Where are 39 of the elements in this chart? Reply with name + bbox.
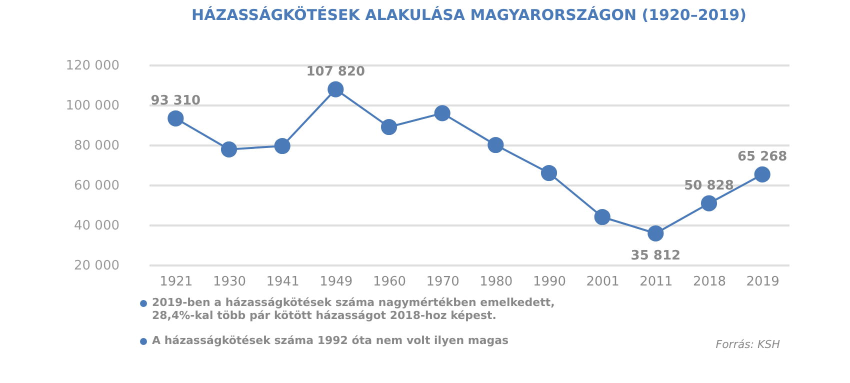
- x-tick-label: 1930: [212, 274, 246, 290]
- point: [274, 138, 290, 154]
- point: [594, 208, 610, 226]
- x-tick-label: 1921: [160, 274, 193, 290]
- data-label: 107 820: [306, 64, 366, 80]
- x-tick-label: 2019: [746, 274, 780, 290]
- y-tick-label: 40 000: [74, 218, 120, 234]
- y-tick-label: 80 000: [74, 138, 120, 154]
- point: [168, 110, 184, 126]
- x-tick-label: 1949: [320, 274, 353, 290]
- data-label: 93 310: [150, 93, 201, 108]
- data-label: 35 812: [630, 248, 681, 264]
- y-tick-label: 60 000: [74, 178, 120, 194]
- x-tick-label: 2018: [692, 274, 726, 290]
- x-tick-label: 1941: [266, 274, 300, 290]
- point: [754, 166, 770, 183]
- data-label: 65 268: [737, 149, 788, 164]
- x-tick-label: 1980: [480, 274, 513, 290]
- x-tick-label: 2001: [586, 274, 620, 290]
- point: [540, 164, 558, 182]
- point: [648, 225, 664, 242]
- y-tick-label: 100 000: [66, 98, 120, 114]
- x-tick-label: 1970: [426, 274, 460, 290]
- point: [700, 195, 718, 212]
- point: [488, 136, 504, 154]
- point: [434, 105, 450, 122]
- x-tick-label: 1960: [372, 274, 406, 290]
- data-label: 50 828: [684, 178, 734, 194]
- chart-title: HÁZASSÁGKÖTÉSEK ALAKULÁSA MAGYARORSZÁGON (1920–2019): [192, 6, 746, 24]
- point: [220, 141, 238, 158]
- x-tick-label: 1990: [532, 274, 566, 290]
- y-tick-label: 20 000: [74, 258, 120, 274]
- point: [380, 118, 398, 136]
- text: A házasságkötések száma 1992 óta nem volt ilyen magas: [152, 334, 509, 347]
- text: 2019-ben a házasságkötések száma nagymértékben emelkedett, 28,4%-kal több pár kötött házasságot 2018-hoz képest.: [152, 296, 555, 322]
- point: [328, 81, 344, 98]
- y-tick-label: 120 000: [66, 58, 120, 74]
- text: Forrás: KSH: [716, 338, 780, 351]
- x-tick-label: 2011: [640, 274, 673, 290]
